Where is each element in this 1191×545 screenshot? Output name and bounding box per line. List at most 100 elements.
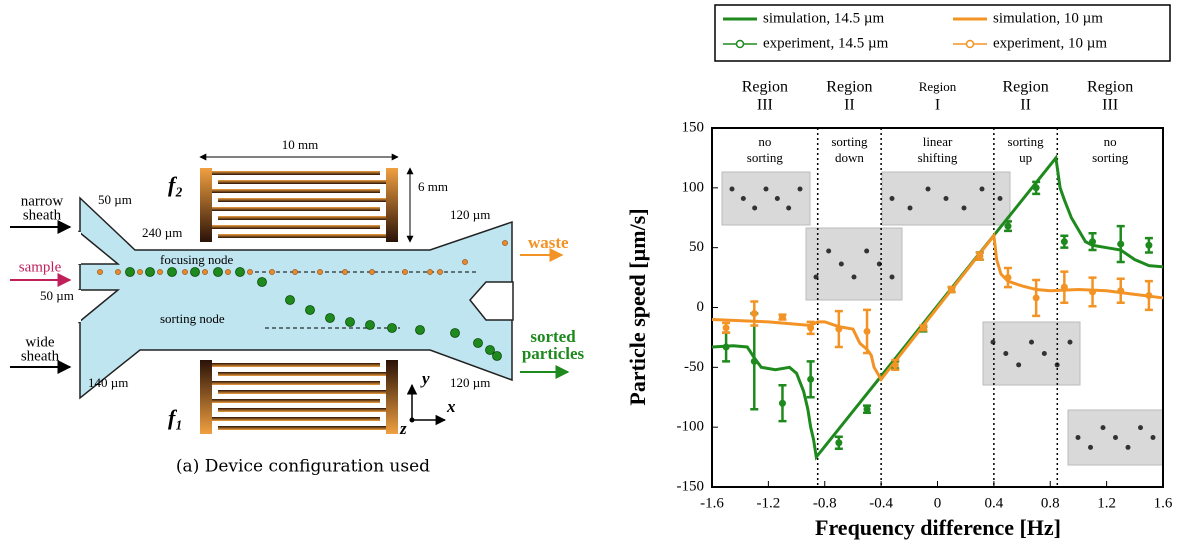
simulation-line (711, 231, 1164, 382)
micrograph-particle (1113, 435, 1118, 440)
x-tick-label: 0 (934, 495, 942, 511)
experiment-point (976, 252, 984, 260)
particle-small (182, 269, 188, 275)
region-note: sorting (747, 150, 784, 165)
dimension-label: 10 mm (282, 137, 318, 152)
region-note: sorting (831, 134, 868, 149)
y-axis-title: Particle speed [µm/s] (625, 208, 650, 405)
region-note: no (1104, 134, 1117, 149)
legend-marker (965, 39, 975, 49)
electrode-finger (212, 171, 380, 175)
experiment-point (1032, 294, 1040, 302)
particle-large (365, 320, 375, 330)
electrode-finger (218, 426, 386, 430)
region-numeral: III (757, 97, 773, 114)
simulation-line (711, 154, 1164, 461)
micrograph-particle (1003, 351, 1009, 356)
particle-large (492, 351, 502, 361)
region-note: linear (923, 134, 953, 149)
dimension-label: 6 mm (418, 179, 448, 194)
micrograph-particle (1150, 435, 1156, 440)
micrograph-particle (786, 205, 792, 211)
particle-large (213, 267, 223, 277)
electrode-finger (212, 363, 380, 367)
particle-large (325, 313, 335, 323)
micrograph (721, 171, 811, 226)
electrode-finger (218, 408, 386, 412)
particle-large (450, 328, 460, 338)
micrograph-particle (1016, 362, 1022, 368)
experiment-point (835, 325, 843, 333)
experiment-point (750, 357, 758, 365)
caption: (a) Device configuration used (176, 457, 430, 477)
legend-box (714, 4, 1171, 62)
electrode-finger (218, 198, 386, 202)
gap (78, 232, 81, 264)
micrograph-particle (990, 339, 996, 345)
micrograph-particle (729, 186, 735, 192)
micrograph-particle (763, 186, 769, 192)
experiment-point (722, 343, 730, 351)
particle-small (502, 240, 508, 246)
particle-large (125, 267, 135, 277)
micrograph-particle (1067, 339, 1073, 345)
particle-large (235, 267, 245, 277)
particle-large (485, 345, 495, 355)
y-tick-label: -50 (684, 359, 704, 375)
micrograph-particle (889, 274, 895, 280)
particle-small (462, 259, 468, 265)
electrode-finger (212, 399, 380, 403)
inlet-label: sample (19, 259, 62, 275)
device-diagram: 10 mm 6 mm f₂ f₁ narrow sheath sample wi… (10, 137, 585, 477)
legend-label: experiment, 14.5 µm (763, 35, 889, 51)
node-label: focusing node (160, 252, 234, 267)
region-note: down (835, 150, 864, 165)
micrograph-particle (907, 205, 913, 211)
electrode-finger (212, 417, 380, 421)
x-tick-label: 0.8 (1041, 495, 1060, 511)
electrode-bar (200, 360, 212, 434)
micrograph-particle (752, 205, 758, 211)
experiment-point (807, 375, 815, 383)
particle-small (157, 269, 163, 275)
experiment-point (835, 439, 843, 447)
particle-small (225, 269, 231, 275)
micrograph-particle (943, 196, 949, 201)
region-note: no (758, 134, 771, 149)
particle-small (292, 269, 298, 275)
x-tick-label: 1.2 (1097, 495, 1116, 511)
micrograph-particle (1125, 444, 1131, 450)
electrode-finger (218, 390, 386, 394)
micrograph-particle (1029, 339, 1034, 345)
y-tick-label: -150 (677, 478, 705, 494)
y-tick-label: 50 (689, 239, 704, 255)
particle-small (247, 269, 253, 275)
micrograph-particle (1088, 444, 1093, 450)
x-tick-label: -0.4 (869, 495, 893, 511)
particle-small (269, 269, 275, 275)
electrode-finger (218, 180, 386, 184)
particle-small (317, 269, 323, 275)
electrode-finger (218, 234, 386, 238)
micrograph-particle (997, 196, 1003, 201)
width-label: 50 µm (40, 288, 74, 303)
legend-label: simulation, 10 µm (993, 10, 1103, 26)
outlet-label: sorted (530, 327, 576, 346)
micrograph-particle (961, 205, 967, 211)
experiment-point (1060, 238, 1068, 246)
experiment-point (778, 399, 786, 407)
axis-letter: y (420, 369, 430, 388)
electrode-bar (386, 360, 398, 434)
experiment-point (1004, 274, 1012, 282)
region-note: sorting (1008, 134, 1045, 149)
micrograph-particle (876, 261, 882, 267)
particle-small (427, 269, 433, 275)
region-numeral: III (1102, 97, 1118, 114)
x-tick-label: 0.4 (985, 495, 1004, 511)
outlet-divider (469, 281, 514, 321)
experiment-point (1145, 292, 1153, 300)
particle-small (202, 269, 208, 275)
experiment-point (919, 324, 927, 332)
axis-letter: x (446, 397, 456, 416)
